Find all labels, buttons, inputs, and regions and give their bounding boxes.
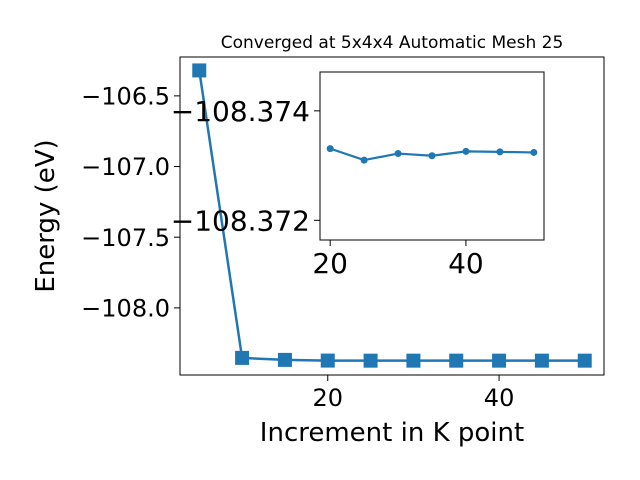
- inset-series-markers: [326, 145, 538, 164]
- y-axis-label: Energy (eV): [31, 139, 61, 292]
- inset-data-point: [326, 145, 334, 153]
- main-data-point: [406, 353, 421, 368]
- inset-data-point: [428, 152, 436, 160]
- main-plot-frame: [179, 56, 605, 376]
- inset-data-point: [360, 156, 368, 164]
- inset-y-ticks: −108.374 −108.372: [171, 95, 320, 237]
- inset-data-point: [394, 150, 402, 158]
- inset-x-tick-label: 20: [312, 247, 348, 280]
- main-y-tick-label: −108.0: [81, 295, 170, 323]
- main-data-point: [363, 353, 378, 368]
- x-axis-label: Increment in K point: [260, 418, 524, 448]
- inset-plot-frame: [319, 71, 545, 241]
- inset-data-point: [462, 147, 470, 155]
- main-series-markers: [192, 63, 592, 368]
- main-data-point: [577, 353, 592, 368]
- main-chart: Converged at 5x4x4 Automatic Mesh 25 Inc…: [31, 33, 605, 448]
- inset-data-point: [530, 148, 538, 156]
- inset-x-tick-label: 40: [448, 247, 484, 280]
- main-y-tick-label: −107.5: [81, 224, 170, 252]
- main-y-tick-label: −106.5: [81, 83, 170, 111]
- main-data-point: [534, 353, 549, 368]
- main-data-point: [449, 353, 464, 368]
- main-data-point: [277, 352, 292, 367]
- main-x-ticks: 20 40: [312, 375, 514, 412]
- inset-data-point: [496, 148, 504, 156]
- main-x-tick-label: 20: [312, 384, 343, 412]
- inset-x-ticks: 20 40: [312, 240, 484, 280]
- chart-title: Converged at 5x4x4 Automatic Mesh 25: [221, 33, 564, 53]
- main-data-point: [320, 353, 335, 368]
- main-data-point: [192, 63, 207, 78]
- main-series-line: [198, 70, 585, 362]
- inset-y-tick-label: −108.372: [171, 204, 310, 237]
- inset-chart: 20 40 −108.374−108.372: [171, 71, 545, 280]
- main-x-tick-label: 40: [484, 384, 515, 412]
- main-y-tick-label: −107.0: [81, 153, 170, 181]
- main-data-point: [235, 350, 250, 365]
- inset-y-tick-label: −108.374: [171, 95, 310, 128]
- main-data-point: [492, 353, 507, 368]
- main-y-ticks: −106.5 −107.0 −107.5 −108.0: [81, 83, 180, 323]
